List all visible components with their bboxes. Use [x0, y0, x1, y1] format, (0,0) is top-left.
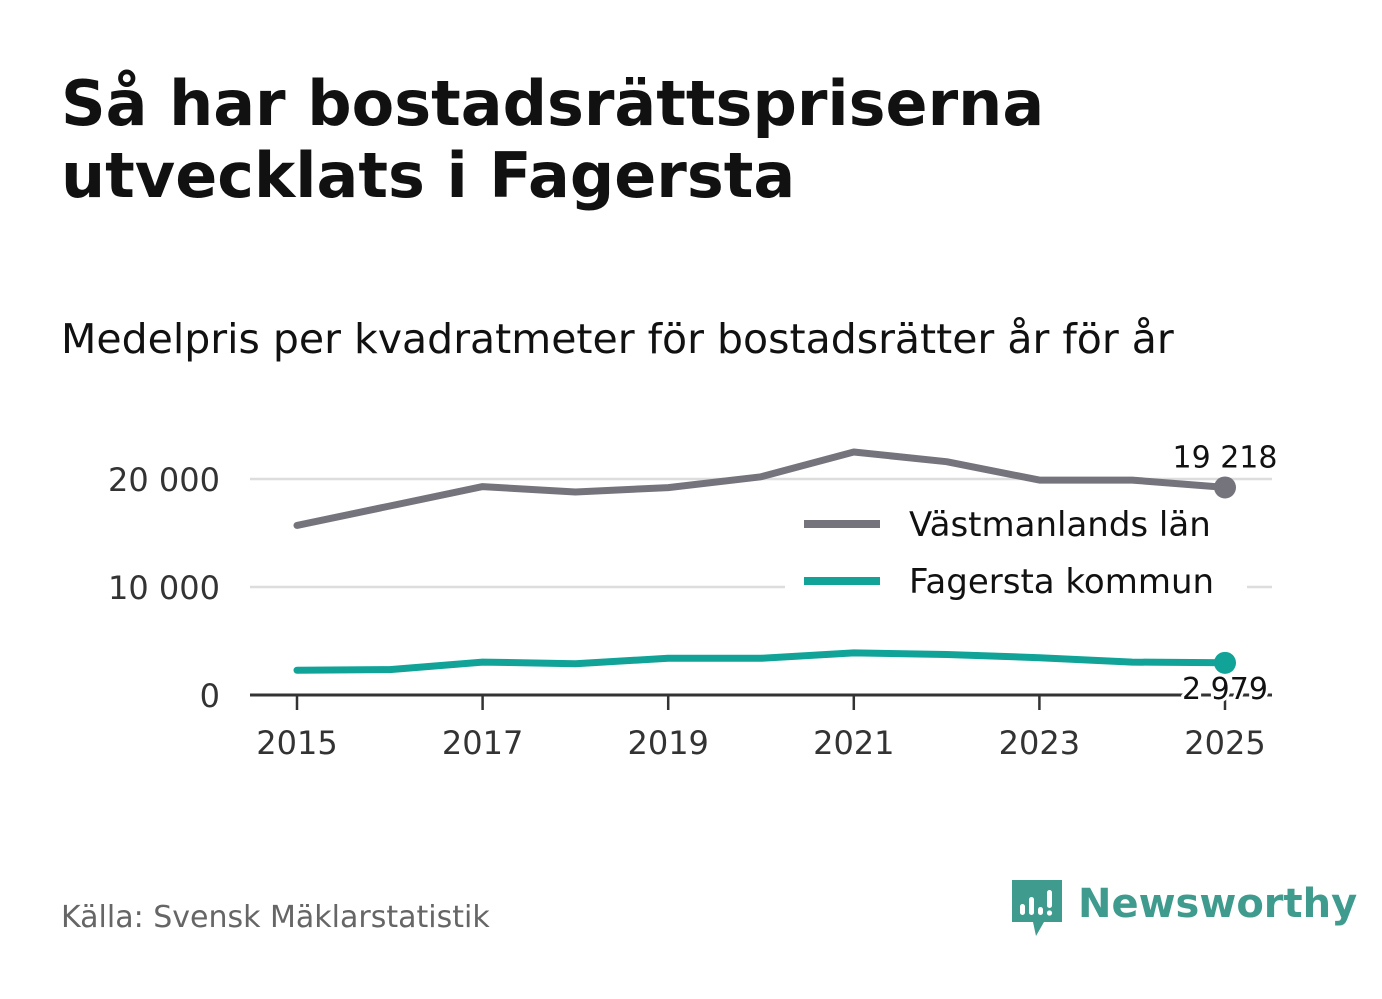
chart-subtitle: Medelpris per kvadratmeter för bostadsrä…: [61, 315, 1174, 363]
source-credit: Källa: Svensk Mäklarstatistik: [61, 900, 490, 935]
y-tick-label-10000: 10 000: [108, 569, 220, 607]
end-value-label-1: 2 979: [1182, 672, 1268, 707]
y-tick-label-20000: 20 000: [108, 461, 220, 499]
x-tick-label-2015: 2015: [256, 724, 337, 762]
legend-label-1: Fagersta kommun: [909, 562, 1214, 602]
x-tick-label-2023: 2023: [999, 724, 1080, 762]
legend-background: [785, 497, 1247, 614]
x-tick-label-2025: 2025: [1184, 724, 1265, 762]
newsworthy-bar-chart-icon: [1012, 880, 1062, 936]
chart-title: Så har bostadsrättspriserna utvecklats i…: [61, 67, 1045, 212]
legend-label-0: Västmanlands län: [909, 505, 1211, 545]
series-line-1: [293, 649, 1229, 674]
x-tick-label-2017: 2017: [442, 724, 523, 762]
brand-logo: Newsworthy: [1010, 878, 1357, 942]
x-tick-label-2019: 2019: [627, 724, 708, 762]
series-line-0: [293, 448, 1229, 529]
brand-name: Newsworthy: [1078, 881, 1358, 927]
x-tick-label-2021: 2021: [813, 724, 894, 762]
y-tick-label-0: 0: [200, 677, 220, 715]
end-value-label-0: 19 218: [1173, 440, 1278, 475]
end-point-marker-0: [1214, 476, 1236, 499]
end-point-marker-1: [1214, 651, 1236, 674]
